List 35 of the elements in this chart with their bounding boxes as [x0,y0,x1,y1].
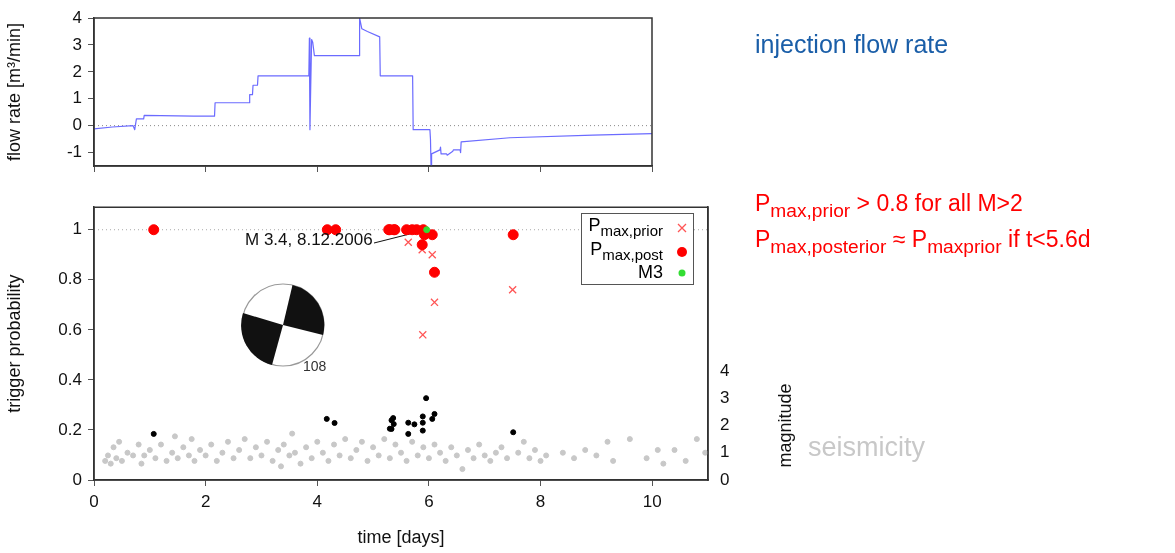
y-tick-label: 0 [72,469,82,489]
annotation: M 3.4, 8.12.2006 [245,230,373,250]
y-axis-title: flow rate [m³/min] [3,22,24,162]
x-tick-label: 2 [200,491,211,511]
text: P$_{max,prior}$ > 0.8 for all M>2 [755,190,1023,222]
y-tick-label: 2 [72,61,82,81]
y-tick-label: 0.6 [58,319,82,339]
y2-tick-label: 2 [720,415,730,435]
y2-tick-label: 1 [720,442,730,462]
y-tick-label: -1 [66,142,82,162]
x-tick-label: 4 [312,491,323,511]
y2-tick-label: 0 [720,469,730,489]
y2-tick-label: 3 [720,387,730,407]
x-tick-label: 6 [424,491,434,511]
legend-label: M3 [638,262,663,283]
y-tick-label: 1 [72,88,82,108]
text: P$_{max,posterior}$ ≈ P$_{maxprior}$ if t<5.6d [755,226,1091,258]
legend-label: P$_{max,post}$ [590,238,663,264]
y-tick-label: 0.8 [58,269,82,289]
annotation: 108 [303,358,327,374]
y-tick-label: 0.2 [58,419,82,439]
y-tick-label: 3 [72,34,82,54]
legend-label: P$_{max,prior}$ [588,215,663,240]
text: injection flow rate [755,30,949,59]
y-tick-label: 4 [72,7,82,27]
x-tick-label: 8 [535,491,546,511]
x-tick-label: 10 [642,491,662,511]
y-axis-title: trigger probability [3,274,24,413]
y2-tick-label: 4 [720,360,730,380]
y-tick-label: 0.4 [58,369,82,389]
y2-axis-title: magnitude [774,383,795,468]
x-axis-title: time [days] [357,527,445,548]
y-tick-label: 0 [72,115,82,135]
x-tick-label: 0 [89,491,99,511]
y-tick-label: 1 [72,219,82,239]
